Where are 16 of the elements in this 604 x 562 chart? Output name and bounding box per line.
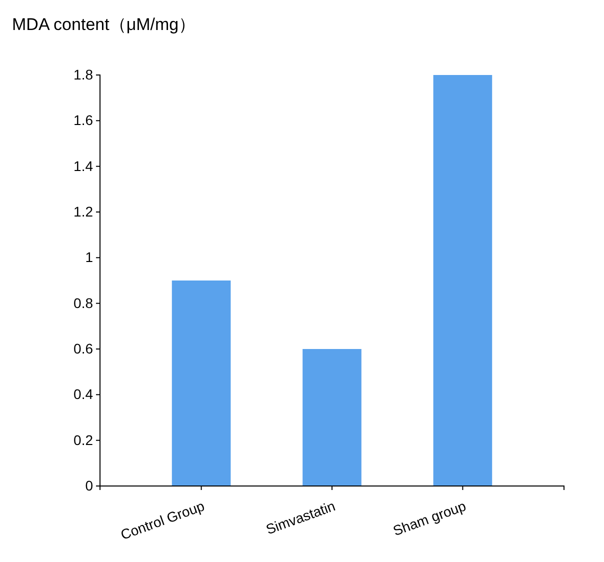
bar: [302, 349, 362, 486]
y-tick-label: 0.6: [74, 340, 94, 356]
y-tick-label: 1.6: [74, 112, 94, 128]
y-tick-label: 1: [85, 249, 94, 266]
y-tick-label: 1.4: [74, 158, 94, 174]
bar: [172, 280, 231, 486]
y-axis-title: MDA content（μM/mg）: [12, 15, 196, 34]
x-tick-label: Control Group: [118, 498, 207, 543]
y-tick-label: 0: [85, 477, 94, 494]
x-tick-label: Sham group: [390, 498, 468, 539]
y-tick-label: 0.2: [74, 432, 94, 448]
y-tick-label: 0.4: [74, 386, 94, 402]
bar: [433, 75, 492, 486]
y-tick-label: 1.2: [74, 203, 94, 220]
y-tick-label: 1.8: [74, 66, 94, 82]
y-tick-label: 0.8: [74, 294, 94, 311]
